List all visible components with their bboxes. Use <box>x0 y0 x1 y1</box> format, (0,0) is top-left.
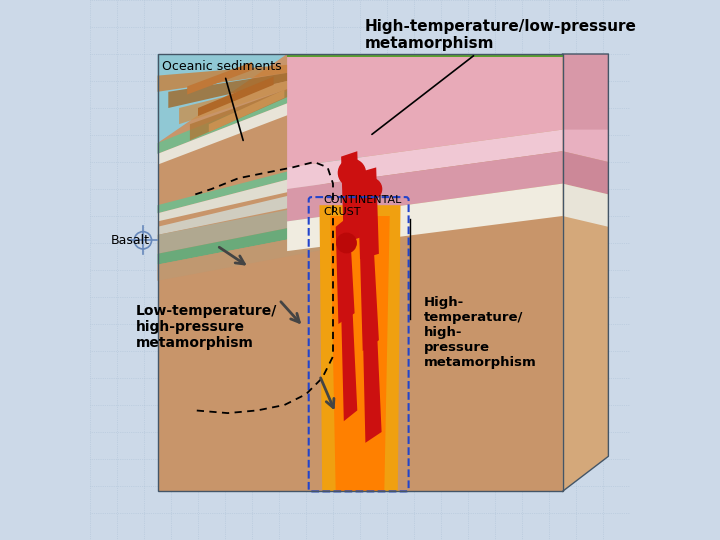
Polygon shape <box>287 54 562 167</box>
Polygon shape <box>158 192 390 254</box>
Polygon shape <box>158 176 382 235</box>
Text: CONTINENTAL
CRUST: CONTINENTAL CRUST <box>323 195 402 217</box>
Polygon shape <box>287 151 562 221</box>
Polygon shape <box>562 184 608 227</box>
Text: High-temperature/low-pressure
metamorphism: High-temperature/low-pressure metamorphi… <box>364 19 636 134</box>
Polygon shape <box>562 130 608 162</box>
Polygon shape <box>357 167 379 259</box>
Text: Low-temperature/
high-pressure
metamorphism: Low-temperature/ high-pressure metamorph… <box>136 303 277 350</box>
Polygon shape <box>562 54 608 130</box>
Polygon shape <box>158 54 379 154</box>
Polygon shape <box>360 243 379 351</box>
Polygon shape <box>179 81 287 124</box>
Polygon shape <box>198 77 274 116</box>
Polygon shape <box>158 151 365 213</box>
Polygon shape <box>158 159 374 221</box>
Polygon shape <box>320 205 400 491</box>
Polygon shape <box>287 130 562 189</box>
Polygon shape <box>287 54 562 57</box>
Polygon shape <box>168 73 287 108</box>
Polygon shape <box>158 219 403 281</box>
Polygon shape <box>158 65 287 92</box>
Polygon shape <box>336 216 355 324</box>
Polygon shape <box>341 151 360 243</box>
Polygon shape <box>187 62 252 94</box>
Polygon shape <box>562 54 608 491</box>
Text: Oceanic sediments: Oceanic sediments <box>163 60 282 140</box>
Polygon shape <box>190 89 287 140</box>
Polygon shape <box>209 90 284 132</box>
Polygon shape <box>158 54 562 491</box>
Polygon shape <box>158 68 384 165</box>
Polygon shape <box>562 151 608 194</box>
Polygon shape <box>158 208 395 265</box>
Circle shape <box>338 159 365 186</box>
Circle shape <box>360 178 382 200</box>
Polygon shape <box>341 297 357 421</box>
Circle shape <box>337 233 356 253</box>
Text: Basalt: Basalt <box>111 234 150 247</box>
Polygon shape <box>330 216 390 491</box>
Polygon shape <box>158 54 287 143</box>
Polygon shape <box>363 313 382 443</box>
Text: High-
temperature/
high-
pressure
metamorphism: High- temperature/ high- pressure metamo… <box>423 295 536 369</box>
Polygon shape <box>287 184 562 251</box>
